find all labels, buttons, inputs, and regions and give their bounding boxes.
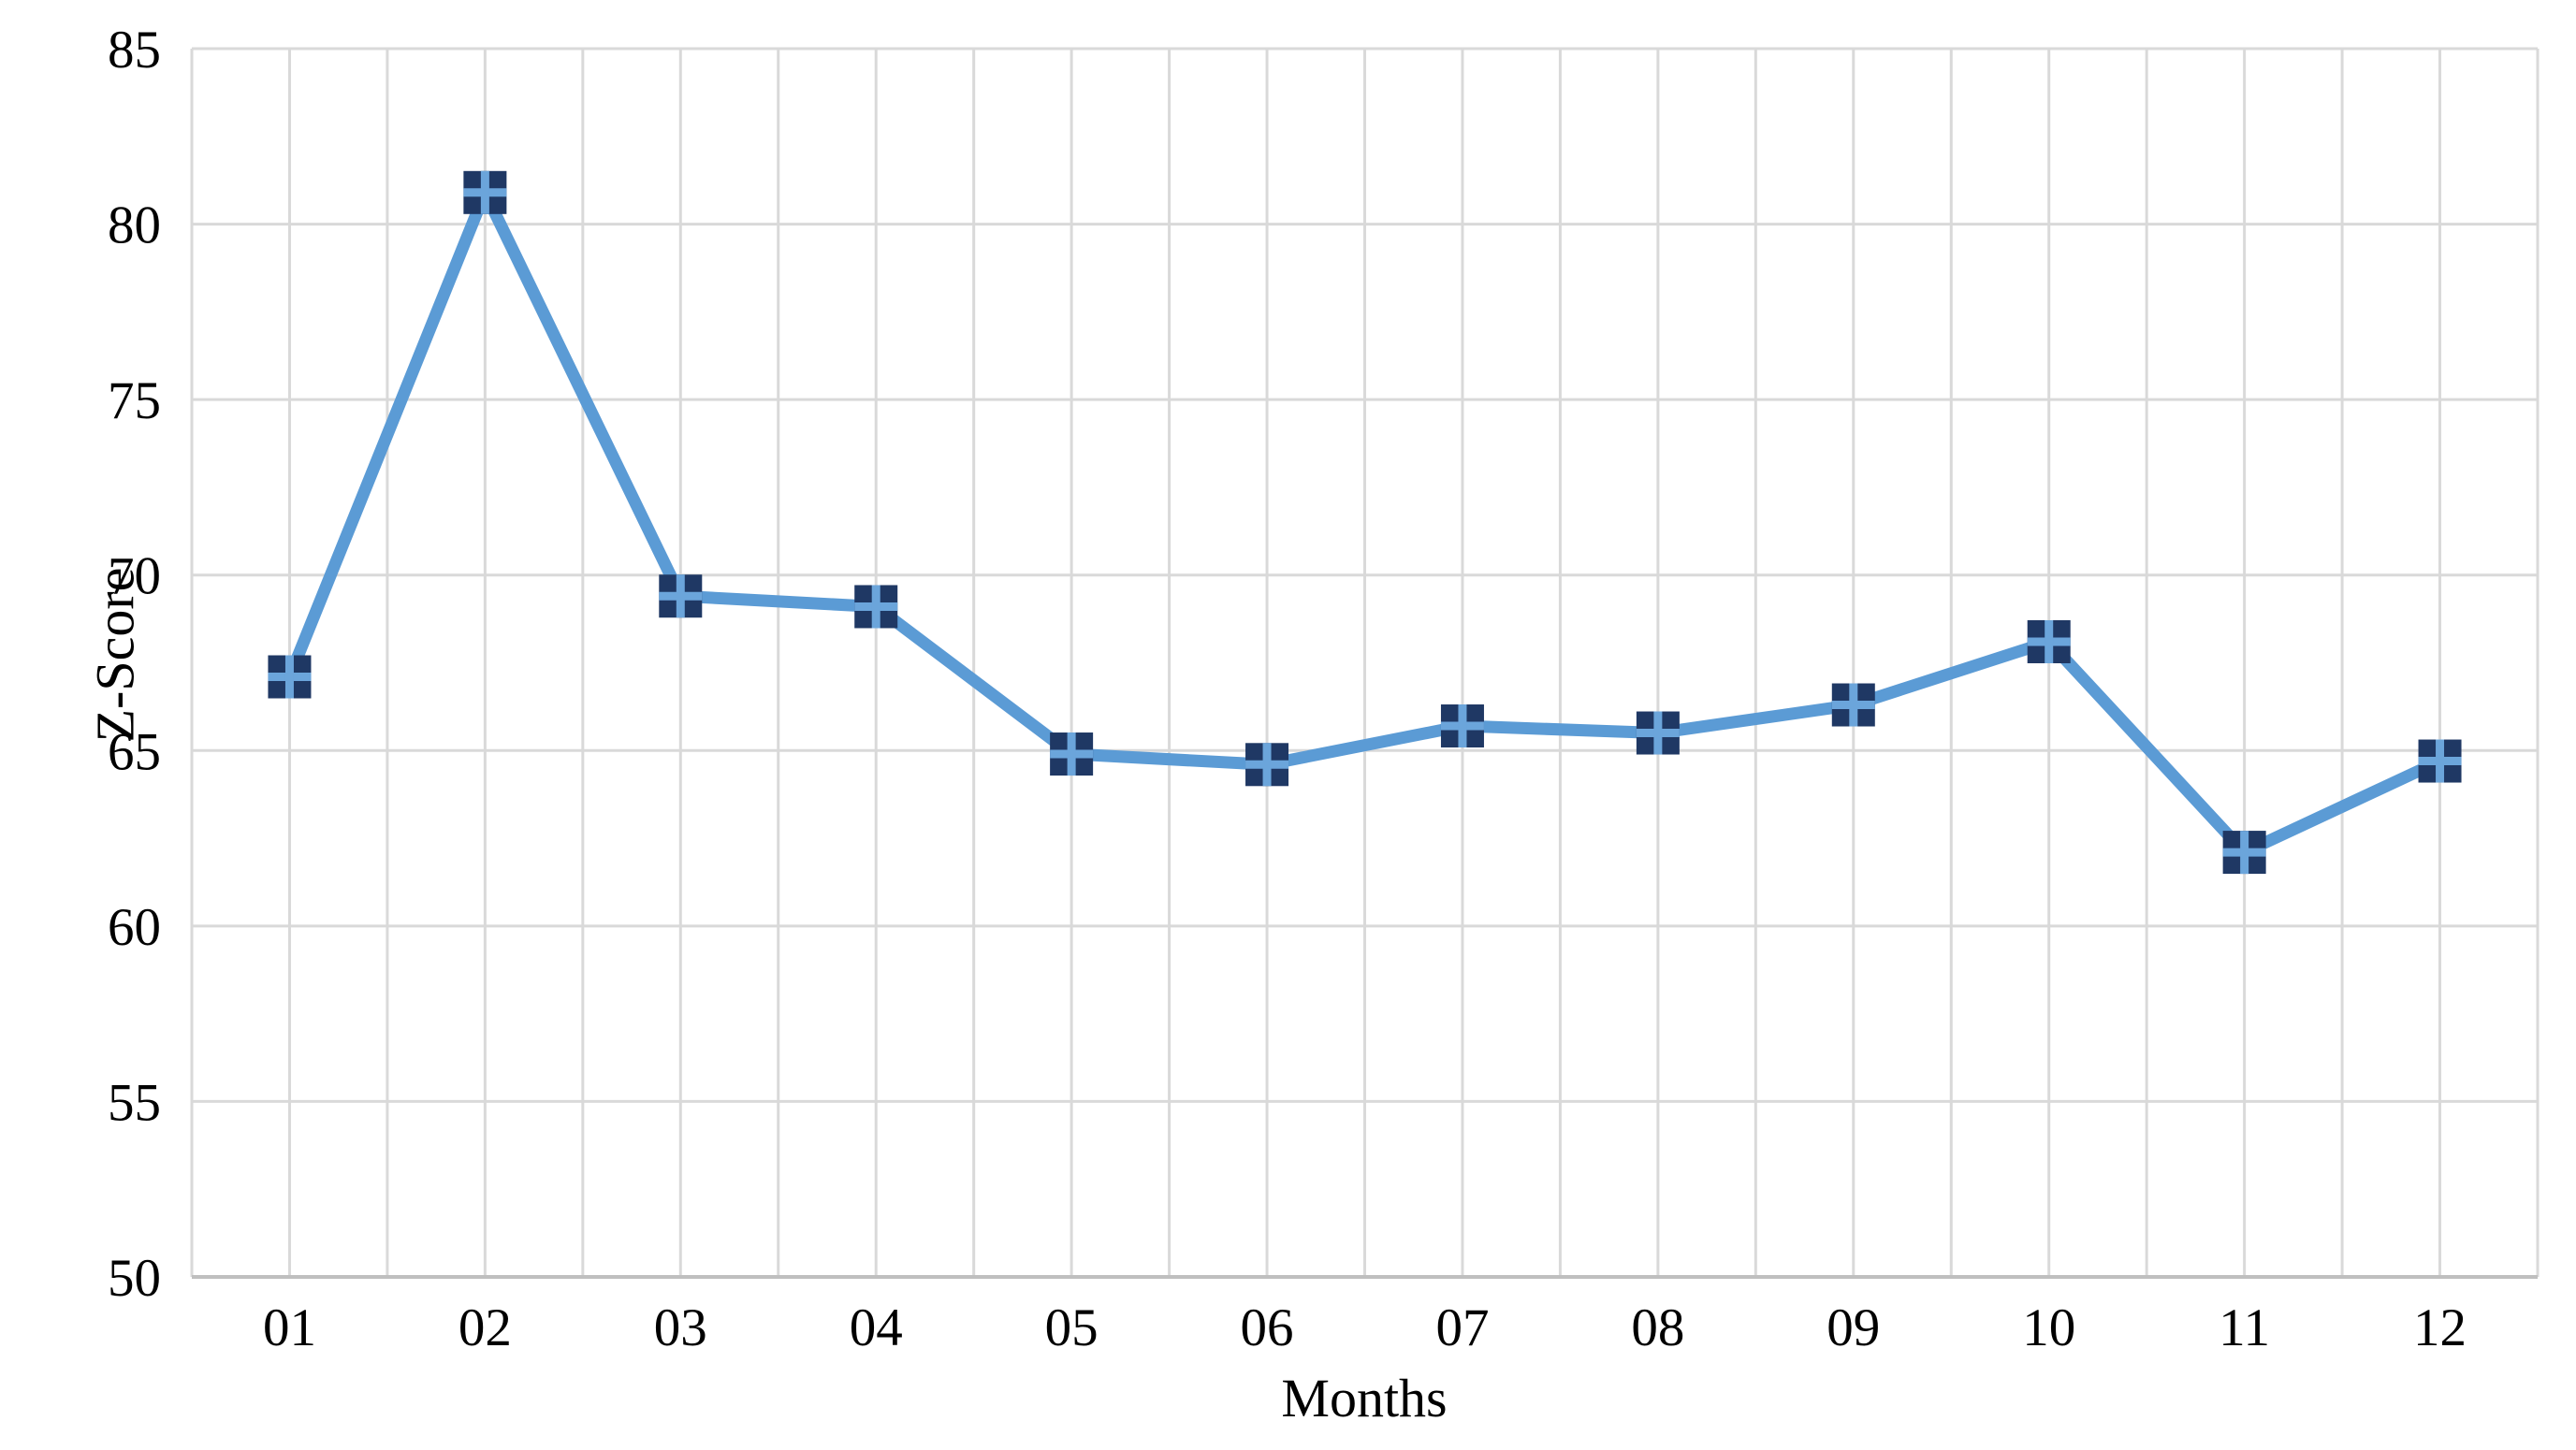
y-tick-label: 55	[108, 1073, 161, 1132]
y-tick-label: 85	[108, 21, 161, 80]
y-tick-label: 65	[108, 722, 161, 781]
x-tick-label: 12	[2413, 1298, 2467, 1357]
y-tick-label: 80	[108, 196, 161, 255]
series-line	[283, 186, 2447, 859]
y-tick-label: 50	[108, 1249, 161, 1308]
x-tick-label: 07	[1435, 1298, 1489, 1357]
x-axis-title: Months	[1281, 1368, 1448, 1428]
x-tick-label: 09	[1826, 1298, 1880, 1357]
x-tick-label: 04	[850, 1298, 903, 1357]
x-tick-label: 02	[458, 1298, 512, 1357]
x-tick-label: 11	[2219, 1298, 2270, 1357]
y-tick-label: 60	[108, 898, 161, 957]
x-tick-label: 06	[1241, 1298, 1294, 1357]
y-tick-label: 75	[108, 371, 161, 430]
x-tick-label: 05	[1045, 1298, 1099, 1357]
y-axis-title: Z-Score	[84, 567, 146, 743]
x-tick-label: 10	[2022, 1298, 2075, 1357]
x-tick-label: 08	[1631, 1298, 1684, 1357]
y-tick-label: 70	[108, 547, 161, 606]
x-tick-label: 01	[263, 1298, 316, 1357]
x-tick-label: 03	[654, 1298, 707, 1357]
